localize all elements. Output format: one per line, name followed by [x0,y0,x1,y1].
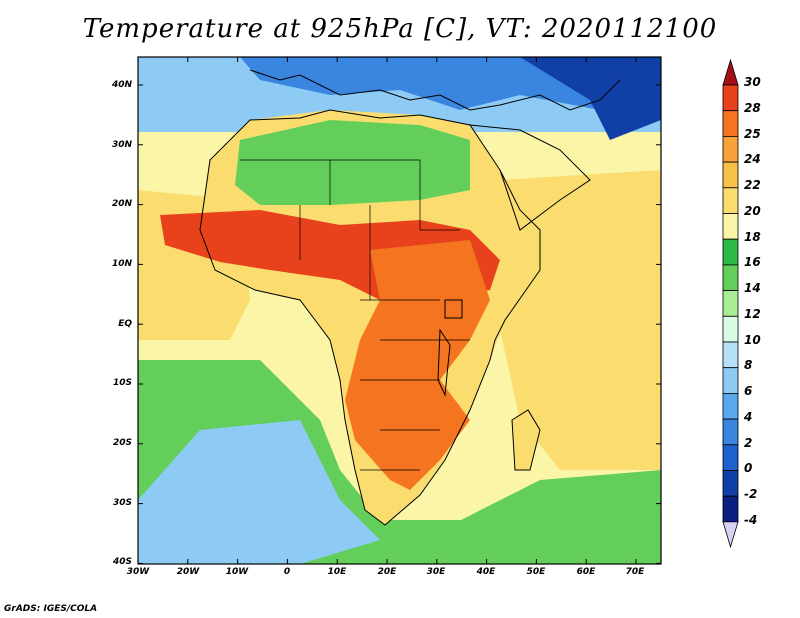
colorbar-label: 24 [744,152,761,166]
axis-ticks [137,57,661,564]
sahara-field [235,120,470,205]
lake-victoria [444,299,463,319]
colorbar-label: 8 [744,358,753,372]
lat-label: 40N [111,80,132,90]
colorbar-label: 18 [744,230,761,244]
europe-coastline [249,69,621,111]
colorbar-segment [722,290,739,317]
africa-coastline [199,109,541,526]
colorbar-label: -2 [744,487,758,501]
grads-credit: GrADS: IGES/COLA [4,604,98,614]
colorbar-label: 25 [744,127,761,141]
lat-label: 30N [111,140,132,150]
colorbar-label: 28 [744,101,761,115]
lat-label: 10S [112,378,132,388]
lon-label: 40E [476,567,496,577]
lon-label: 20W [176,567,200,577]
madagascar-coastline [511,409,541,471]
lon-label: 0 [283,567,291,577]
lat-label: 10N [111,259,132,269]
colorbar-segment [722,444,739,471]
colorbar-segment [722,418,739,446]
colorbar-segment [722,161,739,189]
colorbar-label: 6 [744,384,753,398]
colorbar-label: 2 [744,436,753,450]
central-hot-field [345,240,490,490]
lon-label: 10E [327,567,347,577]
lon-label: 10W [225,567,249,577]
colorbar-segment [722,367,739,394]
colorbar-segment [722,470,739,497]
madagascar-field [512,410,540,470]
lon-label: 50E [526,567,546,577]
colorbar-segment [722,135,739,163]
colorbar-label: 30 [744,75,761,89]
lon-label: 20E [377,567,397,577]
colorbar-segment [722,341,739,369]
lon-label: 70E [625,567,645,577]
colorbar-segment [722,110,739,137]
colorbar-segment [722,84,739,112]
colorbar-label: 16 [744,255,761,269]
coastlines [199,69,621,526]
colorbar-label: 14 [744,281,761,295]
colorbar-segment [722,187,739,214]
colorbar-segment [722,213,739,240]
country-borders [240,159,470,471]
plot-frame [137,56,662,565]
lat-label: EQ [118,319,132,329]
colorbar-segment [722,392,739,420]
colorbar-label: 20 [744,204,761,218]
lon-label: 60E [576,567,596,577]
temperature-field [138,57,661,564]
lake-tanganyika [437,328,451,397]
colorbar-label: 22 [744,178,761,192]
colorbar [722,58,739,549]
colorbar-bottom-arrow [722,521,739,549]
south-cool-field [138,420,380,564]
lat-label: 30S [112,498,132,508]
colorbar-segment [722,495,739,523]
colorbar-segment [722,315,739,343]
colorbar-label: 12 [744,307,761,321]
lon-label: 30W [126,567,150,577]
colorbar-top-arrow [722,58,739,86]
far-north-cold-field [520,57,661,140]
colorbar-label: 0 [744,461,753,475]
colorbar-label: -4 [744,513,758,527]
lat-label: 20S [112,438,132,448]
arabia-coastline [469,124,591,231]
lon-label: 30E [426,567,446,577]
colorbar-segment [722,264,739,291]
colorbar-label: 4 [744,410,753,424]
lat-label: 40S [112,557,132,567]
map-title: Temperature at 925hPa [C], VT: 202011210… [82,14,718,44]
lat-label: 20N [111,199,132,209]
colorbar-segment [722,238,739,266]
colorbar-label: 10 [744,333,761,347]
